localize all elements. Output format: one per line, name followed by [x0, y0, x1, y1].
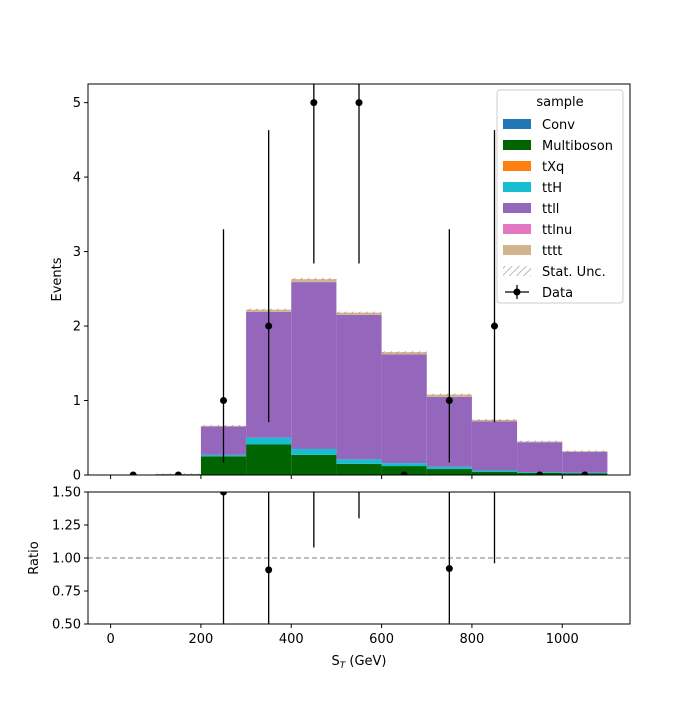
xlabel-main: S	[331, 654, 339, 669]
bar-multiboson-8	[471, 472, 518, 475]
data-point-2	[220, 397, 227, 405]
data-point-7	[445, 397, 453, 405]
bar-tttt-6	[381, 352, 427, 355]
bar-ttll-4	[291, 282, 337, 449]
stat-unc-band-5	[336, 311, 382, 314]
bar-tth-6	[381, 463, 427, 467]
data-point-1	[174, 471, 182, 475]
stat-unc-band-4	[291, 277, 337, 281]
xtick-label-4: 800	[460, 632, 485, 647]
ratio-ytick-label-4: 1.50	[52, 486, 81, 501]
ratio-ytick-label-0: 0.50	[52, 618, 81, 633]
bar-tth-4	[291, 448, 337, 455]
ratio-point-1	[265, 566, 273, 574]
legend-label-txq: tXq	[542, 160, 564, 175]
legend: sample Conv Multiboson tXq ttH ttll ttlnu tttt S…	[496, 89, 624, 304]
xtick-label-3: 600	[369, 632, 394, 647]
data-point-3	[265, 322, 273, 330]
bar-multiboson-4	[291, 454, 337, 475]
bar-ttll-6	[381, 354, 427, 464]
stat-unc-band-9	[517, 440, 563, 443]
xtick-label-0: 0	[106, 632, 114, 647]
stat-unc-band-6	[381, 351, 427, 354]
legend-label-tttt: tttt	[542, 244, 562, 259]
ratio-plot-area	[88, 492, 630, 624]
legend-label-ttll: ttll	[542, 202, 559, 217]
legend-label-conv: Conv	[542, 118, 575, 133]
main-ylabel: Events	[50, 257, 65, 301]
legend-swatch-multiboson	[503, 140, 531, 150]
xtick-label-1: 200	[189, 632, 214, 647]
legend-title: sample	[536, 95, 583, 110]
ratio-ytick-label-3: 1.25	[52, 519, 81, 534]
legend-label-stat-unc: Stat. Unc.	[542, 265, 606, 280]
ratio-ytick-label-1: 0.75	[52, 585, 81, 600]
main-axes: 0 1 2 3 4 5 Events	[50, 83, 631, 484]
legend-swatch-conv	[503, 119, 531, 129]
bar-ttll-8	[471, 421, 518, 471]
xlabel: ST (GeV)	[331, 654, 386, 671]
bar-tth-5	[336, 459, 382, 464]
bar-multiboson-2	[200, 456, 247, 475]
legend-data-marker	[513, 288, 521, 296]
main-ytick-label-1: 1	[73, 394, 81, 409]
xtick-label-2: 400	[279, 632, 304, 647]
legend-label-multiboson: Multiboson	[542, 139, 613, 154]
data-point-8	[491, 322, 498, 330]
legend-swatch-tttt	[503, 245, 531, 255]
bar-tth-3	[246, 437, 292, 445]
xlabel-unit: (GeV)	[345, 654, 386, 669]
data-point-6	[400, 471, 408, 475]
bar-multiboson-6	[381, 466, 427, 475]
bar-tth-7	[426, 466, 472, 470]
main-ytick-label-2: 2	[73, 320, 81, 335]
ratio-point-0	[220, 492, 227, 496]
bar-ttll-9	[517, 442, 563, 473]
bar-multiboson-5	[336, 463, 382, 475]
stat-unc-band-10	[562, 450, 608, 453]
main-data-points	[129, 84, 589, 475]
main-ytick-label-0: 0	[73, 469, 81, 484]
legend-label-ttlnu: ttlnu	[542, 223, 572, 238]
data-point-5	[355, 99, 363, 107]
data-point-9	[536, 471, 544, 475]
ratio-ylabel: Ratio	[27, 541, 42, 574]
legend-label-tth: ttH	[542, 181, 562, 196]
legend-swatch-ttlnu	[503, 224, 531, 234]
ratio-axes: 0.50 0.75 1.00 1.25 1.50 0 200 400 600 800 1000 Rat…	[27, 486, 631, 671]
legend-label-data: Data	[542, 286, 573, 301]
data-point-4	[310, 99, 318, 107]
bar-tth-8	[471, 470, 518, 473]
legend-swatch-txq	[503, 161, 531, 171]
main-ytick-label-4: 4	[73, 171, 81, 186]
xlabel-subscript: T	[340, 661, 347, 671]
legend-swatch-tth	[503, 182, 531, 192]
bar-ttll-5	[336, 314, 382, 460]
bar-tttt-4	[291, 279, 337, 283]
ratio-point-4	[445, 565, 453, 573]
main-ytick-label-5: 5	[73, 96, 81, 111]
bar-multiboson-3	[246, 444, 292, 475]
main-axes-frame	[87, 83, 631, 476]
data-point-0	[129, 471, 137, 475]
data-point-10	[581, 471, 589, 475]
main-ytick-label-3: 3	[73, 245, 81, 260]
bar-tttt-5	[336, 312, 382, 315]
ratio-ytick-label-2: 1.00	[52, 552, 81, 567]
xtick-label-5: 1000	[546, 632, 579, 647]
legend-swatch-ttll	[503, 203, 531, 213]
bar-ttll-10	[562, 451, 608, 473]
bar-multiboson-7	[426, 469, 472, 475]
legend-swatch-stat-unc	[503, 266, 531, 276]
